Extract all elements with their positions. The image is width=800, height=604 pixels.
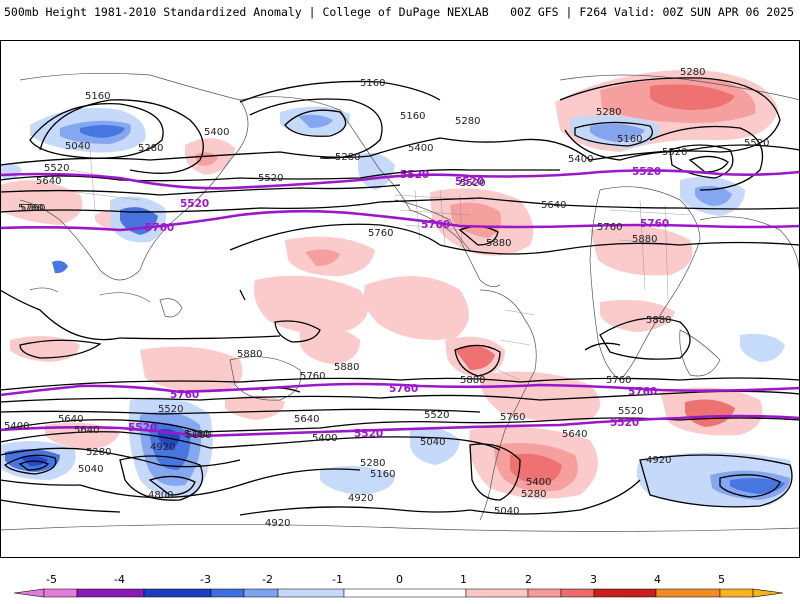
- positive-anomaly-fills: [0, 69, 778, 499]
- colorbar-ticks: -5 -4 -3 -2 -1 0 1 2 3 4 5: [46, 573, 725, 586]
- colorbar-tick: -4: [114, 573, 125, 586]
- height-contours: [0, 77, 800, 516]
- purple-contour-label: 5520: [128, 422, 157, 434]
- contour-label: 5760: [20, 203, 45, 214]
- purple-contour-label: 5520: [180, 198, 209, 210]
- contour-label: 5880: [486, 238, 511, 249]
- colorbar: -5 -4 -3 -2 -1 0 1 2 3 4 5: [0, 570, 800, 600]
- purple-contour-label: 5520: [354, 428, 383, 440]
- purple-contours: [0, 169, 800, 438]
- contour-label: 5160: [184, 429, 209, 440]
- contour-label: 5520: [158, 404, 183, 415]
- purple-contour-label: 5520: [610, 417, 639, 429]
- contour-label: 5400: [408, 143, 433, 154]
- contour-label: 5160: [186, 430, 211, 441]
- coastlines: [0, 72, 800, 532]
- contour-label: 5280: [335, 152, 360, 163]
- contour-label: 5880: [646, 315, 671, 326]
- contour-label: 5880: [334, 362, 359, 373]
- contour-label: 5880: [632, 234, 657, 245]
- contour-label: 5280: [596, 107, 621, 118]
- contour-label: 5280: [138, 143, 163, 154]
- run-valid-time: 00Z GFS | F264 Valid: 00Z SUN APR 06 202…: [510, 5, 794, 19]
- purple-contour-label: 5520: [400, 169, 429, 181]
- contour-label: 5400: [204, 127, 229, 138]
- contour-label: 5400: [568, 154, 593, 165]
- colorbar-tick: -5: [46, 573, 57, 586]
- contour-label: 5640: [58, 414, 83, 425]
- colorbar-tick: 3: [590, 573, 597, 586]
- contour-label: 5280: [360, 458, 385, 469]
- contour-label: 5280: [680, 67, 705, 78]
- map-title: 500mb Height 1981-2010 Standardized Anom…: [4, 5, 489, 19]
- contour-label: 4800: [148, 490, 173, 501]
- colorbar-tick: 1: [460, 573, 467, 586]
- contour-label: 5520: [662, 147, 687, 158]
- contour-label: 5280: [455, 116, 480, 127]
- contour-label: 5640: [562, 429, 587, 440]
- contour-label: 5760: [597, 222, 622, 233]
- purple-contour-labels: 5520 5760 5520 5520 5760 5520 5760 5760 …: [128, 166, 669, 440]
- contour-label: 5760: [606, 375, 631, 386]
- contour-label: 5520: [44, 163, 69, 174]
- purple-contour-label: 5760: [170, 389, 199, 401]
- contour-label: 5040: [494, 506, 519, 517]
- colorbar-tick: -1: [332, 573, 343, 586]
- contour-label: 5160: [400, 111, 425, 122]
- colorbar-graphic: -5 -4 -3 -2 -1 0 1 2 3 4 5: [13, 573, 784, 598]
- colorbar-tick: 4: [654, 573, 661, 586]
- contour-label: 5640: [36, 176, 61, 187]
- header: 500mb Height 1981-2010 Standardized Anom…: [0, 0, 800, 40]
- contour-label: 5400: [312, 433, 337, 444]
- purple-contour-label: 5760: [145, 222, 174, 234]
- anomaly-map: 5160 5040 5280 5400 5520 5640 5760 5520 …: [0, 40, 800, 558]
- contour-label: 5520: [258, 173, 283, 184]
- contour-label: 5520: [460, 178, 485, 189]
- contour-label: 5640: [294, 414, 319, 425]
- contour-label: 4920: [348, 493, 373, 504]
- contour-label: 5160: [360, 78, 385, 89]
- contour-label: 5760: [300, 371, 325, 382]
- contour-label: 5040: [78, 464, 103, 475]
- contour-label: 5040: [65, 141, 90, 152]
- contour-label: 5280: [521, 489, 546, 500]
- purple-contour-label: 5760: [640, 218, 669, 230]
- purple-contour-label: 5520: [455, 176, 484, 188]
- contour-label: 5760: [500, 412, 525, 423]
- contour-label: 5880: [460, 375, 485, 386]
- map-panel: 5160 5040 5280 5400 5520 5640 5760 5520 …: [0, 40, 800, 558]
- colorbar-tick: -2: [262, 573, 273, 586]
- contour-label: 5760: [18, 203, 43, 214]
- purple-contour-label: 5760: [628, 386, 657, 398]
- purple-contour-label: 5760: [389, 383, 418, 395]
- contour-label: 5880: [237, 349, 262, 360]
- colorbar-tick: -3: [200, 573, 211, 586]
- purple-contour-label: 5520: [632, 166, 661, 178]
- contour-label: 5760: [368, 228, 393, 239]
- contour-label: 4920: [646, 455, 671, 466]
- contour-label: 5640: [74, 425, 99, 436]
- contour-label: 4920: [150, 442, 175, 453]
- contour-label: 5400: [4, 421, 29, 432]
- colorbar-tick: 5: [718, 573, 725, 586]
- contour-label: 5160: [85, 91, 110, 102]
- contour-label: 5520: [424, 410, 449, 421]
- contour-labels: 5160 5040 5280 5400 5520 5640 5760 5520 …: [4, 67, 769, 529]
- contour-label: 5520: [744, 138, 769, 149]
- colorbar-tick: 2: [525, 573, 532, 586]
- contour-label: 5040: [420, 437, 445, 448]
- contour-label: 5640: [541, 200, 566, 211]
- contour-label: 5400: [526, 477, 551, 488]
- contour-label: 4920: [265, 518, 290, 529]
- colorbar-tick: 0: [396, 573, 403, 586]
- contour-label: 5160: [370, 469, 395, 480]
- contour-label: 5520: [618, 406, 643, 417]
- contour-label: 5280: [86, 447, 111, 458]
- purple-contour-label: 5760: [421, 219, 450, 231]
- contour-label: 5160: [617, 134, 642, 145]
